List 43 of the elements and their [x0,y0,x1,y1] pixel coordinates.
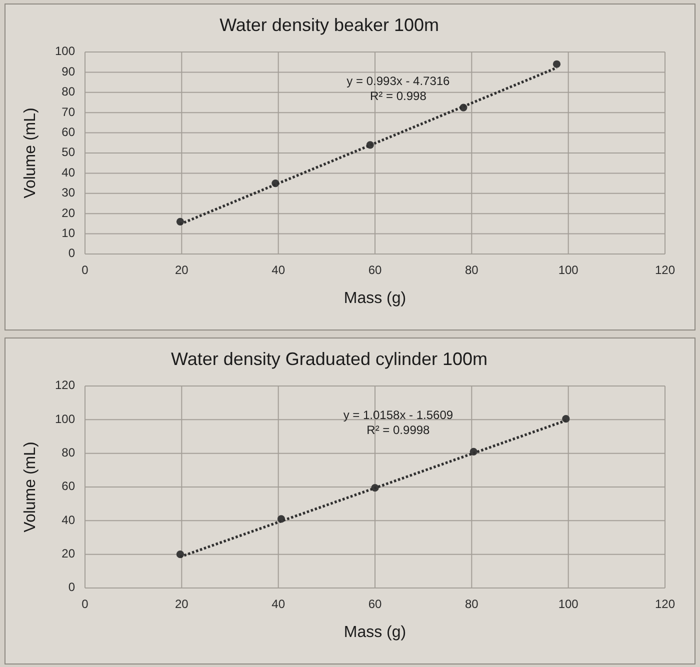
y-tick-label: 50 [62,145,76,160]
x-tick-label: 0 [82,263,89,278]
y-tick-label: 20 [62,546,76,561]
chart-title: Water density Graduated cylinder 100m [171,348,488,369]
annotation: y = 1.0158x - 1.5609 [343,408,454,422]
y-tick-label: 40 [62,512,76,527]
y-tick-label: 100 [54,412,76,426]
x-tick-label: 20 [174,263,189,278]
y-tick-label: 60 [62,479,76,494]
y-tick-label: 120 [54,378,76,392]
y-tick-label: 0 [68,246,76,260]
y-tick-label: 80 [62,84,76,99]
x-tick-label: 100 [558,263,579,278]
y-tick-label: 80 [62,446,76,460]
x-tick-label: 100 [558,597,579,612]
x-tick-label: 120 [654,597,676,612]
x-tick-label: 60 [368,263,382,278]
x-tick-label: 60 [368,597,382,612]
point [552,60,561,68]
y-tick-label: 20 [62,206,76,220]
x-axis-title: Mass (g) [344,290,406,308]
y-tick-label: 40 [62,165,76,180]
x-tick-label: 0 [82,597,89,612]
x-tick-label: 20 [174,597,189,612]
chart-title: Water density beaker 100m [220,14,440,35]
y-tick-label: 90 [62,64,76,78]
y-tick-label: 10 [62,226,76,240]
annotation: R² = 0.998 [370,89,427,104]
y-tick-label: 70 [62,104,76,119]
y-tick-label: 30 [62,186,76,200]
y-axis-title: Volume (mL) [22,108,40,198]
x-tick-label: 120 [654,263,676,278]
y-axis-title: Volume (mL) [22,442,40,532]
y-tick-label: 0 [68,580,76,594]
y-tick-label: 100 [54,44,76,58]
x-axis-title: Mass (g) [344,624,406,642]
x-tick-label: 40 [272,597,286,612]
annotation: R² = 0.9998 [366,423,430,438]
x-tick-label: 40 [272,263,286,278]
x-tick-label: 80 [464,263,479,278]
annotation: y = 0.993x - 4.7316 [346,74,450,88]
y-tick-label: 60 [62,124,76,139]
x-tick-label: 80 [464,597,479,612]
